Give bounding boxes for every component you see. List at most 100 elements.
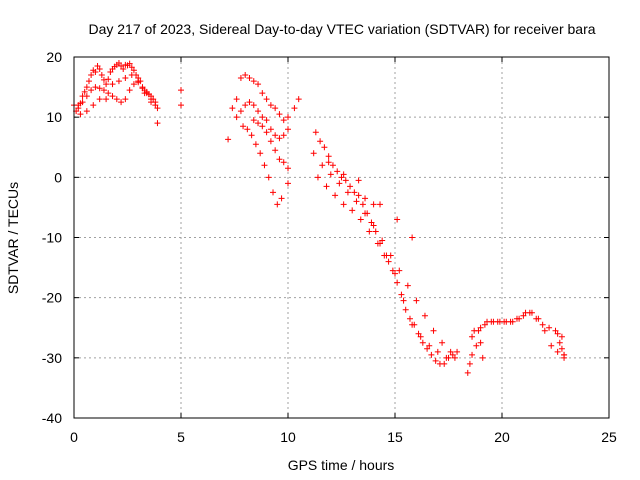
- data-point: [229, 105, 235, 111]
- data-point: [97, 96, 103, 102]
- data-point: [238, 75, 244, 81]
- data-point: [255, 108, 261, 114]
- data-point: [122, 96, 128, 102]
- data-point: [122, 75, 128, 81]
- data-point: [328, 171, 334, 177]
- data-point: [409, 235, 415, 241]
- data-point: [272, 105, 278, 111]
- data-point: [542, 328, 548, 334]
- data-point: [478, 340, 484, 346]
- data-point: [114, 96, 120, 102]
- data-point: [324, 183, 330, 189]
- data-point: [268, 102, 274, 108]
- data-point: [371, 201, 377, 207]
- data-point: [285, 165, 291, 171]
- data-point: [377, 201, 383, 207]
- data-point: [251, 117, 257, 123]
- data-point: [555, 349, 561, 355]
- data-point: [242, 102, 248, 108]
- data-point: [296, 96, 302, 102]
- data-point: [362, 195, 368, 201]
- data-point: [313, 129, 319, 135]
- data-point: [473, 343, 479, 349]
- data-point: [178, 87, 184, 93]
- data-point: [291, 105, 297, 111]
- data-point: [467, 361, 473, 367]
- data-point: [244, 126, 250, 132]
- data-point: [270, 189, 276, 195]
- data-point: [234, 96, 240, 102]
- data-point: [285, 180, 291, 186]
- data-point: [246, 75, 252, 81]
- tick-labels: 0 5 10 15 20 25 -40 -30 -20 -10 0 10 20: [42, 49, 617, 445]
- data-point: [234, 114, 240, 120]
- data-point: [356, 177, 362, 183]
- data-point: [246, 99, 252, 105]
- data-point: [264, 117, 270, 123]
- y-tick-label: 20: [46, 49, 62, 65]
- data-point: [253, 141, 259, 147]
- data-point: [403, 307, 409, 313]
- y-tick-label: -10: [42, 230, 62, 246]
- data-point: [433, 358, 439, 364]
- data-point: [471, 328, 477, 334]
- sdtvar-chart: 0 5 10 15 20 25-40-30-20-1001020 Day 217 of 2…: [0, 0, 640, 480]
- data-point: [249, 132, 255, 138]
- data-point: [154, 120, 160, 126]
- data-point: [394, 280, 400, 286]
- x-tick-label: 10: [280, 429, 296, 445]
- data-point: [118, 99, 124, 105]
- data-point: [92, 84, 98, 90]
- data-point: [88, 87, 94, 93]
- data-point: [454, 349, 460, 355]
- data-point: [225, 136, 231, 142]
- y-tick-label: 0: [54, 169, 62, 185]
- data-point: [311, 150, 317, 156]
- data-point: [264, 96, 270, 102]
- data-point: [77, 111, 83, 117]
- data-point: [360, 201, 366, 207]
- data-point: [276, 111, 282, 117]
- data-point: [407, 316, 413, 322]
- data-point: [559, 346, 565, 352]
- data-point: [373, 228, 379, 234]
- data-point: [251, 102, 257, 108]
- data-point: [396, 268, 402, 274]
- data-point: [469, 352, 475, 358]
- data-point: [110, 81, 116, 87]
- data-point: [86, 78, 92, 84]
- data-point: [90, 102, 96, 108]
- data-point: [480, 355, 486, 361]
- data-point: [84, 108, 90, 114]
- data-point: [326, 153, 332, 159]
- data-point: [266, 174, 272, 180]
- data-point: [285, 126, 291, 132]
- y-axis-title: SDTVAR / TECUs: [5, 182, 21, 294]
- data-point: [268, 138, 274, 144]
- x-tick-label: 25: [601, 429, 617, 445]
- data-point: [343, 177, 349, 183]
- data-point: [349, 207, 355, 213]
- data-point: [353, 198, 359, 204]
- data-point: [334, 168, 340, 174]
- data-point: [279, 195, 285, 201]
- data-point: [105, 90, 111, 96]
- data-point: [259, 123, 265, 129]
- data-point: [351, 189, 357, 195]
- data-point: [398, 292, 404, 298]
- x-tick-label: 0: [70, 429, 78, 445]
- chart-title: Day 217 of 2023, Sidereal Day-to-day VTE…: [88, 21, 595, 37]
- data-point: [345, 189, 351, 195]
- data-point: [274, 201, 280, 207]
- data-point: [285, 114, 291, 120]
- data-points: [71, 60, 567, 376]
- data-point: [557, 340, 563, 346]
- y-tick-label: 10: [46, 109, 62, 125]
- x-tick-label: 20: [494, 429, 510, 445]
- data-point: [281, 159, 287, 165]
- data-point: [276, 135, 282, 141]
- data-point: [276, 156, 282, 162]
- data-point: [332, 192, 338, 198]
- data-point: [386, 259, 392, 265]
- data-point: [548, 343, 554, 349]
